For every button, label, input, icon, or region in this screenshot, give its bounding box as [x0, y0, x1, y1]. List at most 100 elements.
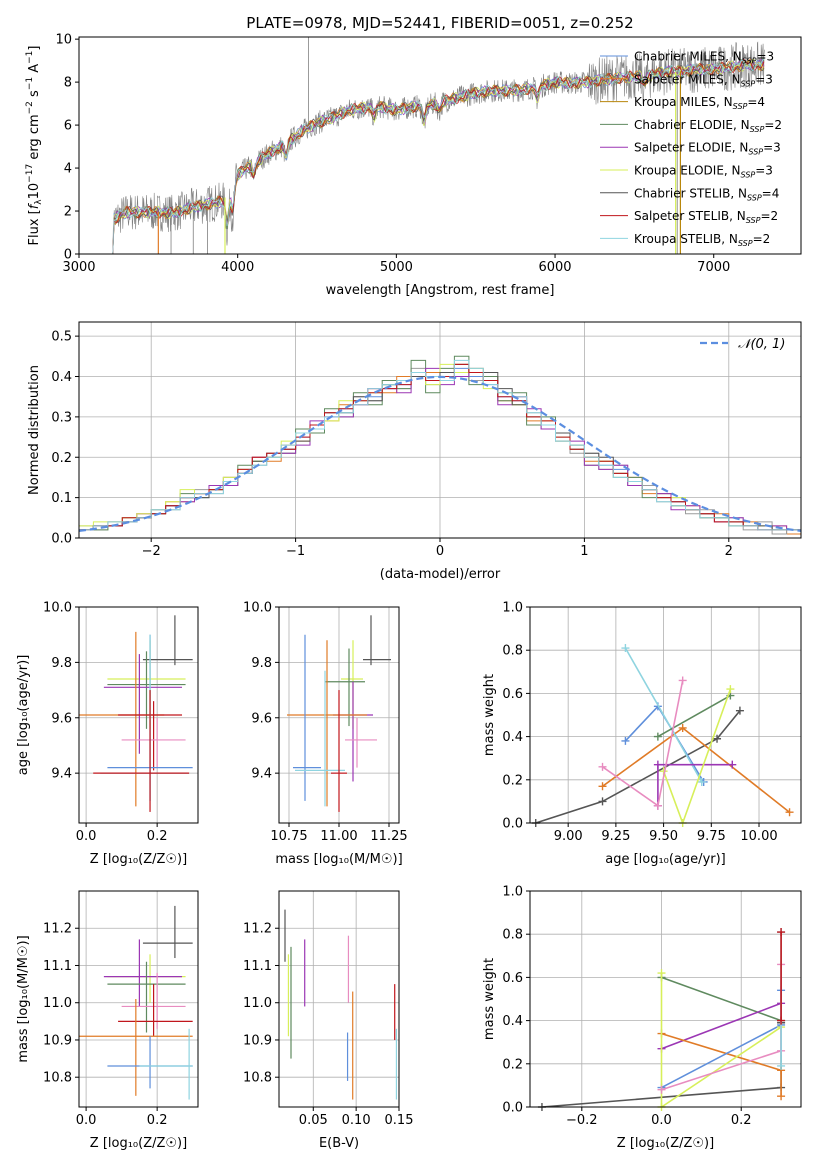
weight-vs-age-panel: 9.00 9.25 9.50 9.75 10.00 0.0 0.2 0.4 0.6 0.8 1.0 a… [482, 601, 802, 867]
weight-marker [777, 1016, 786, 1025]
weight-marker [598, 782, 607, 791]
y-tick-label: 9.4 [51, 767, 72, 782]
x-tick-label: 4000 [221, 260, 254, 275]
axes-frame [278, 890, 400, 1108]
weight-marker [697, 777, 706, 786]
residuals-panel: −2 −1 0 1 2 0.0 0.1 0.2 0.3 0.4 0.5 𝒩(0, 1) (data-mo… [27, 321, 802, 582]
model-spectrum-salpeter-elodie [111, 59, 765, 254]
y-tick-label: 0.0 [502, 1101, 523, 1116]
y-tick-label: 0.2 [502, 1057, 523, 1072]
weight-marker [621, 736, 630, 745]
y-tick-label: 0.1 [51, 491, 72, 506]
x-tick-label: 9.25 [601, 829, 630, 844]
x-tick-label: 0.15 [385, 1113, 414, 1128]
y-tick-label: 0.4 [51, 370, 72, 385]
y-tick-label: 0 [64, 248, 72, 263]
y-tick-label: 10 [55, 33, 72, 48]
y-tick-label: 0.0 [51, 532, 72, 547]
x-tick-label: 7000 [697, 260, 730, 275]
legend-label: Kroupa STELIB, NSSP=2 [634, 232, 770, 248]
figure-title: PLATE=0978, MJD=52441, FIBERID=0051, z=0… [246, 14, 633, 32]
legend-label: Salpeter MILES, NSSP=3 [634, 72, 773, 88]
x-tick-label: 11.25 [370, 829, 407, 844]
y-tick-label: 10.9 [243, 1033, 272, 1048]
axes-frame [529, 606, 802, 824]
axes-frame [78, 36, 802, 255]
weight-marker [713, 734, 722, 743]
y-tick-label: 1.0 [502, 601, 523, 616]
y-axis-label: mass weight [482, 674, 497, 756]
x-tick-label: 11.00 [320, 829, 357, 844]
y-tick-label: 11.1 [43, 959, 72, 974]
y-tick-label: 4 [64, 162, 72, 177]
weight-line [624, 647, 703, 783]
x-axis-label: Z [log₁₀(Z/Z☉)] [90, 1136, 187, 1151]
x-tick-label: 0.0 [76, 829, 97, 844]
x-axis-label: Z [log₁₀(Z/Z☉)] [90, 852, 187, 867]
normal-curve [78, 375, 802, 532]
model-spectrum-kroupa-miles [111, 59, 765, 254]
model-spectrum-salpeter-stelib [111, 58, 765, 254]
weight-vs-metallicity-panel: −0.2 0.0 0.2 0.0 0.2 0.4 0.6 0.8 1.0 Z [log₁₀(Z/Z… [482, 885, 802, 1151]
y-tick-label: 10.0 [243, 601, 272, 616]
legend-label: Kroupa ELODIE, NSSP=3 [634, 164, 773, 180]
axes-frame [529, 890, 802, 1108]
age-vs-metallicity-panel: 0.0 0.2 9.4 9.6 9.8 10.0 Z [log₁₀(Z/Z☉)] age [l… [16, 601, 199, 867]
y-tick-label: 6 [64, 119, 72, 134]
model-spectrum-chabrier-stelib [111, 58, 765, 254]
x-axis-label: Z [log₁₀(Z/Z☉)] [617, 1136, 714, 1151]
y-tick-label: 9.6 [51, 711, 72, 726]
y-tick-label: 11.2 [43, 922, 72, 937]
y-tick-label: 0.4 [502, 730, 523, 745]
x-tick-label: −2 [142, 544, 161, 559]
x-tick-label: 0.2 [147, 1113, 168, 1128]
legend-label: Chabrier MILES, NSSP=3 [634, 50, 774, 66]
x-tick-label: 3000 [62, 260, 95, 275]
y-tick-label: 11.1 [243, 959, 272, 974]
axes-frame [78, 606, 199, 824]
weight-marker [678, 723, 687, 732]
y-axis-label: age [log₁₀(age/yr)] [16, 655, 31, 776]
legend-label: Chabrier ELODIE, NSSP=2 [634, 118, 782, 134]
y-tick-label: 11.2 [243, 922, 272, 937]
weight-line [661, 976, 782, 1022]
x-tick-label: 6000 [538, 260, 571, 275]
mass-vs-metallicity-panel: 0.0 0.2 10.8 10.9 11.0 11.1 11.2 Z [log₁₀(Z/Z☉)… [16, 890, 199, 1151]
model-spectrum-kroupa-stelib [111, 58, 765, 254]
y-tick-label: 0.0 [502, 817, 523, 832]
weight-marker [621, 644, 630, 653]
y-tick-label: 9.8 [51, 656, 72, 671]
x-tick-label: −1 [286, 544, 305, 559]
x-tick-label: 2 [725, 544, 733, 559]
y-axis-label: Normed distribution [27, 365, 42, 495]
x-tick-label: 0.0 [651, 1113, 672, 1128]
weight-marker [653, 732, 662, 741]
y-tick-label: 10.9 [43, 1033, 72, 1048]
legend-label: Salpeter STELIB, NSSP=2 [634, 209, 778, 225]
x-tick-label: 10.00 [740, 829, 777, 844]
x-axis-label: E(B-V) [319, 1136, 359, 1151]
x-axis-label: wavelength [Angstrom, rest frame] [326, 283, 555, 298]
y-tick-label: 11.0 [243, 996, 272, 1011]
weight-line [602, 680, 684, 808]
y-tick-label: 0.5 [51, 330, 72, 345]
model-spectrum-salpeter-miles [111, 58, 765, 254]
x-tick-label: 0.10 [342, 1113, 371, 1128]
x-tick-label: 0.0 [76, 1113, 97, 1128]
x-axis-label: age [log₁₀(age/yr)] [605, 852, 726, 867]
legend-label: Chabrier STELIB, NSSP=4 [634, 186, 779, 202]
weight-line [657, 694, 731, 738]
weight-marker [777, 1061, 786, 1070]
weight-marker [598, 797, 607, 806]
weight-marker [598, 762, 607, 771]
weight-line [535, 710, 741, 823]
weight-marker [657, 1085, 666, 1094]
weight-line [661, 1002, 782, 1050]
x-tick-label: 5000 [380, 260, 413, 275]
y-axis-label: mass [log₁₀(M/M☉)] [16, 935, 31, 1062]
y-tick-label: 8 [64, 76, 72, 91]
y-tick-label: 0.8 [502, 644, 523, 659]
legend-label: 𝒩(0, 1) [738, 337, 785, 352]
legend-label: Kroupa MILES, NSSP=4 [634, 95, 765, 111]
x-tick-label: 9.50 [649, 829, 678, 844]
